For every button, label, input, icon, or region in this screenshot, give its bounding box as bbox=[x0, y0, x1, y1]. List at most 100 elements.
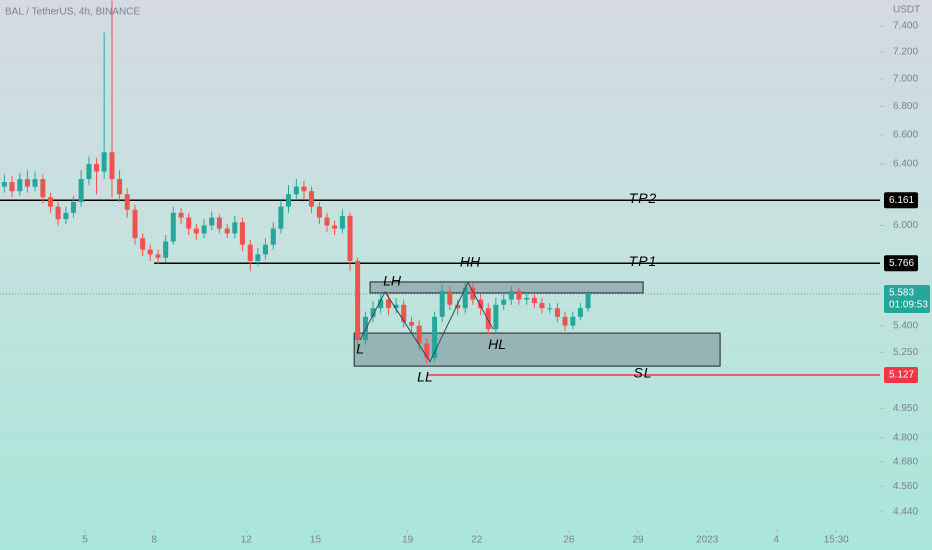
y-tick-label: 6.800 bbox=[893, 101, 918, 112]
candle-body bbox=[585, 293, 591, 309]
price-tag-label: 5.766 bbox=[889, 258, 914, 269]
x-tick-label: 2023 bbox=[696, 535, 719, 546]
candle-body bbox=[101, 152, 107, 172]
candle-body bbox=[163, 241, 169, 258]
candle-body bbox=[524, 297, 530, 300]
candle-body bbox=[32, 179, 38, 187]
x-tick-label: 8 bbox=[151, 535, 157, 546]
candle-body bbox=[186, 217, 192, 229]
candle-body bbox=[270, 228, 276, 245]
candle-body bbox=[570, 316, 576, 326]
candle-body bbox=[209, 217, 215, 226]
level-name: SL bbox=[633, 365, 652, 381]
candle-body bbox=[355, 260, 361, 340]
zone bbox=[353, 332, 721, 367]
candle-body bbox=[17, 179, 23, 192]
candle-body bbox=[332, 225, 338, 229]
y-tick-label: 7.400 bbox=[893, 21, 918, 32]
candle-body bbox=[409, 322, 415, 326]
candle-body bbox=[94, 164, 100, 172]
candle-body bbox=[247, 244, 253, 261]
y-tick-label: 7.200 bbox=[893, 47, 918, 58]
countdown: 01:09:53 bbox=[889, 300, 928, 311]
x-tick-label: 15 bbox=[310, 535, 322, 546]
candle-body bbox=[455, 304, 461, 309]
candle-body bbox=[293, 186, 299, 195]
candle-body bbox=[554, 308, 560, 317]
y-tick-label: 4.950 bbox=[893, 403, 918, 414]
price-tag bbox=[884, 255, 918, 272]
zone bbox=[369, 281, 644, 294]
last-price-label: 5.583 bbox=[889, 288, 914, 299]
candle-body bbox=[324, 217, 330, 226]
y-tick-label: 5.250 bbox=[893, 347, 918, 358]
x-tick-label: 22 bbox=[471, 535, 483, 546]
x-tick-label: 26 bbox=[563, 535, 575, 546]
candle-body bbox=[416, 325, 422, 344]
candle-body bbox=[378, 299, 384, 309]
candle-body bbox=[1, 182, 7, 187]
header: BAL / TetherUS, 4h, BINANCE bbox=[5, 7, 140, 18]
candle-body bbox=[447, 291, 453, 305]
candle-body bbox=[193, 228, 199, 234]
candle-body bbox=[232, 222, 238, 234]
candle-body bbox=[301, 186, 307, 192]
candle-body bbox=[224, 228, 230, 234]
candle-body bbox=[424, 343, 430, 358]
y-tick-label: 6.400 bbox=[893, 159, 918, 170]
candle-body bbox=[362, 316, 368, 340]
candle-body bbox=[47, 197, 53, 207]
pattern-label: L bbox=[356, 341, 364, 357]
candle-body bbox=[439, 291, 445, 317]
x-tick-label: 19 bbox=[402, 535, 414, 546]
candle-body bbox=[516, 291, 522, 300]
candle-body bbox=[262, 244, 268, 255]
candle-body bbox=[155, 254, 161, 258]
candle-body bbox=[278, 206, 284, 229]
candle-body bbox=[501, 299, 507, 305]
candle-body bbox=[9, 182, 15, 192]
candle-body bbox=[370, 308, 376, 317]
candle-body bbox=[385, 299, 391, 309]
candle-body bbox=[147, 249, 153, 255]
level-name: TP2 bbox=[629, 190, 658, 206]
level-name: TP1 bbox=[629, 253, 658, 269]
candle-body bbox=[493, 304, 499, 330]
candle-body bbox=[124, 194, 130, 210]
candle-body bbox=[462, 287, 468, 309]
y-tick-label: 4.800 bbox=[893, 432, 918, 443]
price-tag bbox=[884, 367, 918, 384]
x-tick-label: 15:30 bbox=[824, 535, 849, 546]
pattern-label: HH bbox=[460, 253, 481, 269]
candle-body bbox=[347, 215, 353, 261]
candle-body bbox=[132, 209, 138, 239]
candle-body bbox=[432, 316, 438, 358]
candle-body bbox=[485, 308, 491, 330]
candle-body bbox=[478, 299, 484, 309]
candle-body bbox=[577, 308, 583, 317]
candle-body bbox=[285, 194, 291, 207]
candle-body bbox=[40, 179, 46, 198]
candle-body bbox=[178, 212, 184, 218]
candle-body bbox=[562, 316, 568, 326]
candle-body bbox=[508, 291, 514, 300]
candle-body bbox=[401, 304, 407, 323]
candle-body bbox=[216, 217, 222, 229]
candle-body bbox=[55, 206, 61, 220]
candle-body bbox=[470, 287, 476, 300]
price-tag-label: 6.161 bbox=[889, 195, 914, 206]
candle-body bbox=[86, 164, 92, 180]
y-tick-label: 6.000 bbox=[893, 220, 918, 231]
candle-body bbox=[339, 215, 345, 229]
candle-body bbox=[201, 225, 207, 234]
x-tick-label: 29 bbox=[632, 535, 644, 546]
candle-body bbox=[531, 297, 537, 304]
candle-body bbox=[140, 238, 146, 250]
x-tick-label: 12 bbox=[241, 535, 253, 546]
y-unit: USDT bbox=[893, 5, 920, 16]
candle-body bbox=[71, 201, 77, 213]
candle-body bbox=[63, 212, 69, 220]
price-tag-label: 5.127 bbox=[889, 370, 914, 381]
